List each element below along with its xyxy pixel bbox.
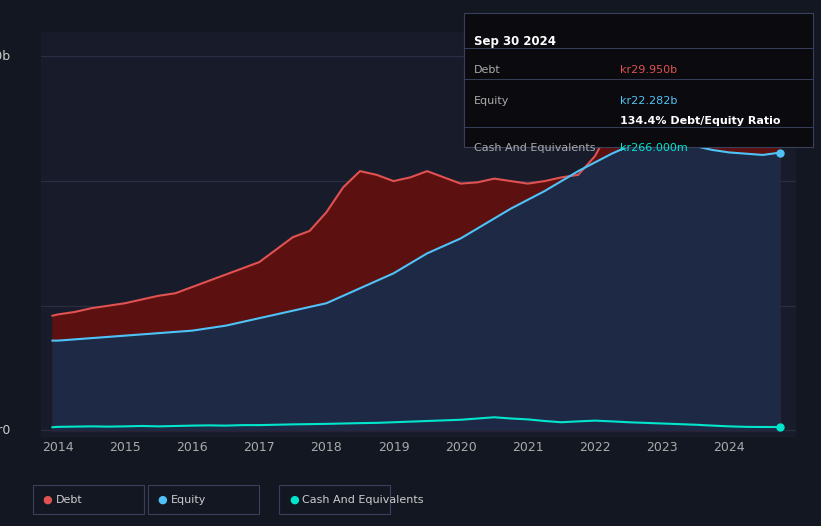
Text: Debt: Debt bbox=[56, 494, 83, 505]
Text: Sep 30 2024: Sep 30 2024 bbox=[474, 35, 556, 48]
Text: 134.4% Debt/Equity Ratio: 134.4% Debt/Equity Ratio bbox=[620, 116, 780, 126]
Text: Cash And Equivalents: Cash And Equivalents bbox=[474, 144, 595, 154]
Text: Debt: Debt bbox=[474, 65, 501, 75]
Text: kr29.950b: kr29.950b bbox=[620, 65, 677, 75]
Text: kr30b: kr30b bbox=[0, 50, 11, 63]
Text: Equity: Equity bbox=[474, 96, 509, 106]
Text: kr266.000m: kr266.000m bbox=[620, 144, 688, 154]
Text: kr22.282b: kr22.282b bbox=[620, 96, 677, 106]
Text: ●: ● bbox=[43, 494, 53, 504]
Text: Equity: Equity bbox=[171, 494, 206, 505]
Text: ●: ● bbox=[158, 494, 167, 504]
Text: ●: ● bbox=[289, 494, 299, 504]
Text: kr0: kr0 bbox=[0, 424, 11, 437]
Text: Cash And Equivalents: Cash And Equivalents bbox=[302, 494, 424, 505]
